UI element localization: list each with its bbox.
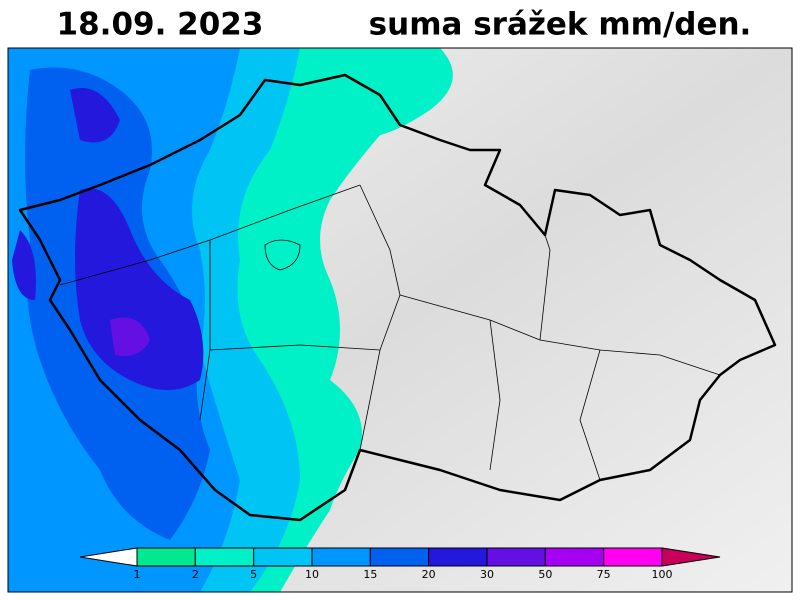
map-frame (7, 47, 793, 593)
legend-swatch (253, 547, 313, 567)
legend-swatch (428, 547, 488, 567)
legend-swatch (136, 547, 196, 567)
legend-swatch (603, 547, 663, 567)
legend-tick-label: 1 (134, 568, 141, 581)
legend: 1 2 5 10 15 20 30 50 75 100 (79, 547, 721, 581)
legend-tick-label: 50 (538, 568, 552, 581)
legend-tick-label: 75 (597, 568, 611, 581)
legend-over (661, 547, 721, 567)
map-title: suma srážek mm/den. (369, 7, 752, 43)
legend-swatch (369, 547, 430, 567)
legend-swatch (486, 547, 546, 567)
legend-tick-label: 5 (250, 568, 257, 581)
legend-tick-label: 100 (652, 568, 673, 581)
legend-tick-label: 2 (192, 568, 199, 581)
region-borders (59, 184, 721, 481)
legend-tick-label: 15 (363, 568, 377, 581)
date: 18.09. 2023 (57, 7, 264, 43)
legend-swatch (194, 547, 255, 567)
country-border (18, 73, 777, 522)
legend-swatch (544, 547, 605, 567)
legend-swatch (311, 547, 371, 567)
map (7, 47, 793, 593)
legend-tick-label: 20 (422, 568, 436, 581)
rain-zone (110, 317, 150, 356)
legend-tick-label: 30 (480, 568, 494, 581)
legend-tick-label: 10 (305, 568, 319, 581)
rain-zone (12, 88, 204, 390)
